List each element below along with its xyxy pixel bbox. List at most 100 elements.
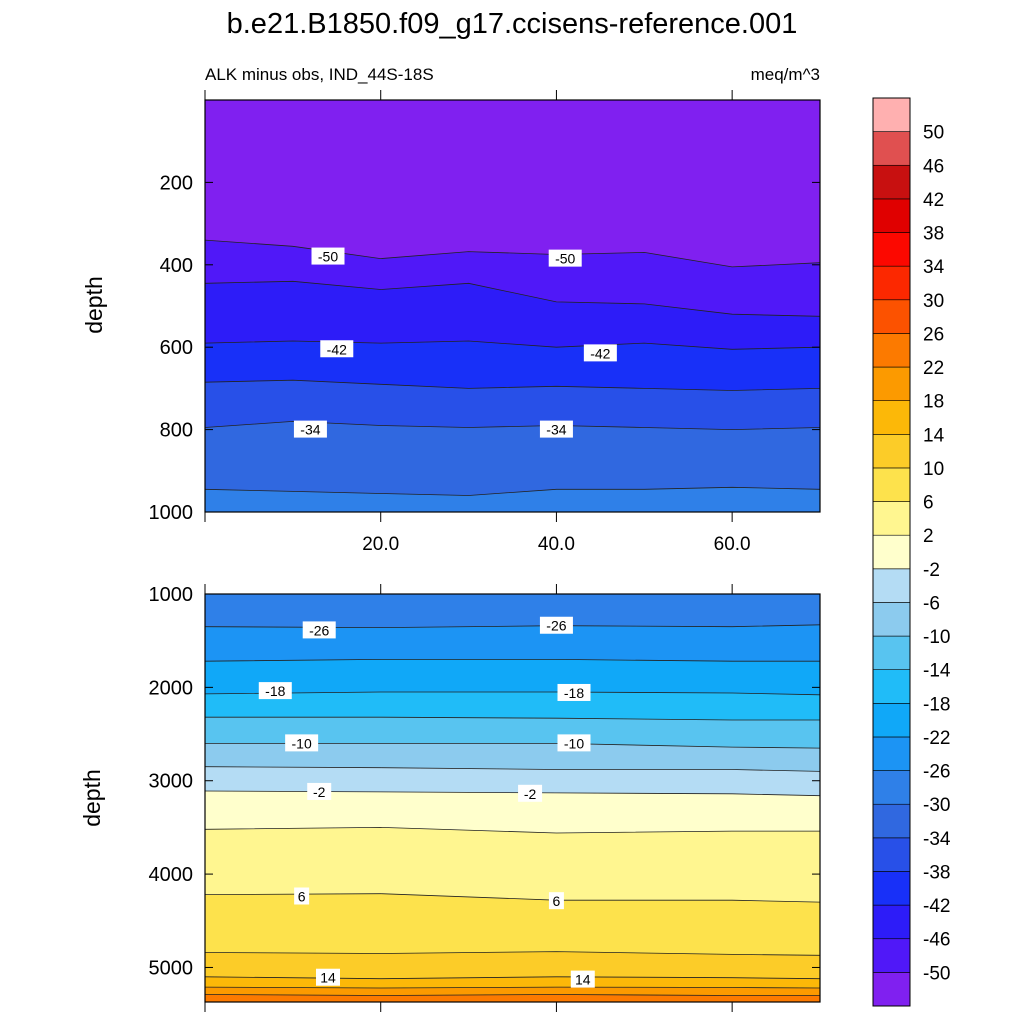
contour-label-text: -18	[564, 685, 584, 701]
contour-line	[205, 951, 820, 956]
contour-band	[205, 951, 820, 979]
contour-line	[205, 379, 820, 391]
contour-band	[205, 240, 820, 317]
contour-band	[205, 659, 820, 695]
contour-band	[205, 987, 820, 996]
colorbar-label: -6	[923, 593, 940, 614]
colorbar-swatch	[872, 366, 911, 401]
contour-label: 6	[294, 887, 310, 905]
colorbar-swatch	[872, 333, 911, 368]
colorbar-frame	[872, 97, 911, 1007]
upper-subtitle-right: meq/m^3	[751, 65, 820, 84]
contour-label-text: -2	[313, 784, 326, 800]
colorbar-label: 14	[923, 425, 945, 446]
colorbar-swatch	[872, 703, 911, 738]
contour-label: 14	[570, 970, 595, 988]
contour-line	[205, 994, 820, 996]
colorbar-swatch	[872, 400, 911, 435]
colorbar-label: 6	[923, 493, 934, 514]
colorbar-swatch	[872, 669, 911, 704]
colorbar-swatch	[872, 265, 911, 301]
contour-label: -10	[285, 734, 319, 752]
colorbar-swatch	[872, 568, 911, 603]
contour-band	[205, 893, 820, 956]
lower-panel: depth -26 -26-18 -18-10 -10-2 -26 614 14100020…	[79, 584, 821, 1012]
colorbar-swatch	[872, 938, 911, 973]
contour-band	[205, 827, 820, 903]
contour-band	[205, 594, 820, 628]
plot-frame	[204, 593, 821, 1003]
contour-label: -26	[539, 616, 573, 634]
contour-band	[205, 743, 820, 772]
contour-line	[205, 691, 820, 696]
x-tick-label: 40.0	[538, 534, 575, 555]
contour-label: -42	[583, 344, 617, 362]
contour-line	[205, 986, 820, 989]
contour-label: -42	[320, 340, 354, 358]
colorbar-swatch	[872, 501, 911, 536]
contour-label-text: 14	[575, 972, 591, 988]
contour-label-text: -26	[309, 622, 329, 638]
contour-band	[205, 281, 820, 350]
contour-line	[205, 280, 820, 317]
y-tick-label: 4000	[149, 864, 194, 886]
colorbar-swatch	[872, 635, 911, 671]
contour-label-text: -50	[318, 249, 338, 265]
contour-band	[205, 692, 820, 720]
y-tick-label: 200	[160, 172, 193, 194]
plot-frame	[204, 99, 821, 513]
contour-label: 6	[548, 892, 564, 910]
colorbar-label: -50	[923, 963, 950, 984]
colorbar-label: -46	[923, 930, 950, 951]
contour-line	[205, 486, 820, 496]
contour-label-text: -42	[327, 341, 347, 357]
y-tick-label: 800	[160, 420, 193, 442]
colorbar-label: -38	[923, 863, 950, 884]
colorbar-label: -30	[923, 795, 950, 816]
colorbar: 50 46 42 38 34 30 26 22 18 14 10 6 2 -2 -6 -10 -14 -18 -22…	[872, 97, 951, 1007]
colorbar-label: 34	[923, 257, 945, 278]
contour-label: -34	[293, 420, 327, 438]
contour-label-text: -26	[546, 618, 566, 634]
colorbar-label: 50	[923, 123, 944, 144]
colorbar-label: 18	[923, 392, 944, 413]
x-tick-label: 20.0	[362, 534, 399, 555]
figure-title: b.e21.B1850.f09_g17.ccisens-reference.00…	[227, 8, 798, 40]
contour-label-text: -34	[300, 422, 320, 438]
contour-band	[205, 380, 820, 430]
colorbar-swatch	[872, 467, 911, 502]
colorbar-swatch	[872, 164, 911, 200]
contour-label-text: -34	[546, 422, 566, 438]
contour-label: -18	[258, 682, 292, 700]
y-tick-label: 400	[160, 255, 193, 277]
contour-label-text: 6	[298, 888, 306, 904]
colorbar-label: 22	[923, 358, 944, 379]
contour-label: 14	[316, 968, 340, 986]
y-tick-label: 5000	[149, 957, 194, 979]
colorbar-swatch	[872, 803, 911, 839]
y-tick-label: 2000	[149, 677, 194, 699]
contour-label-text: 14	[320, 970, 336, 986]
colorbar-swatch	[872, 972, 911, 1007]
contour-label: -26	[302, 621, 336, 639]
contour-line	[205, 743, 820, 749]
y-tick-label: 600	[160, 337, 193, 359]
colorbar-swatch	[872, 97, 911, 132]
x-tick-label: 60.0	[714, 534, 751, 555]
contour-band	[205, 766, 820, 796]
colorbar-label: -42	[923, 896, 950, 917]
upper-y-axis-label: depth	[81, 276, 107, 334]
y-tick-label: 1000	[149, 502, 194, 524]
contour-label: -2	[518, 784, 543, 802]
contour-line	[205, 239, 820, 268]
colorbar-swatch	[872, 299, 911, 334]
colorbar-swatch	[872, 433, 911, 469]
colorbar-label: 2	[923, 526, 934, 547]
contour-band	[205, 341, 820, 391]
colorbar-swatch	[872, 736, 911, 771]
contour-line	[205, 766, 820, 772]
contour-band	[205, 421, 820, 496]
contour-label-text: -50	[555, 251, 575, 267]
contour-band	[205, 791, 820, 833]
contour-label-text: -10	[292, 735, 312, 751]
